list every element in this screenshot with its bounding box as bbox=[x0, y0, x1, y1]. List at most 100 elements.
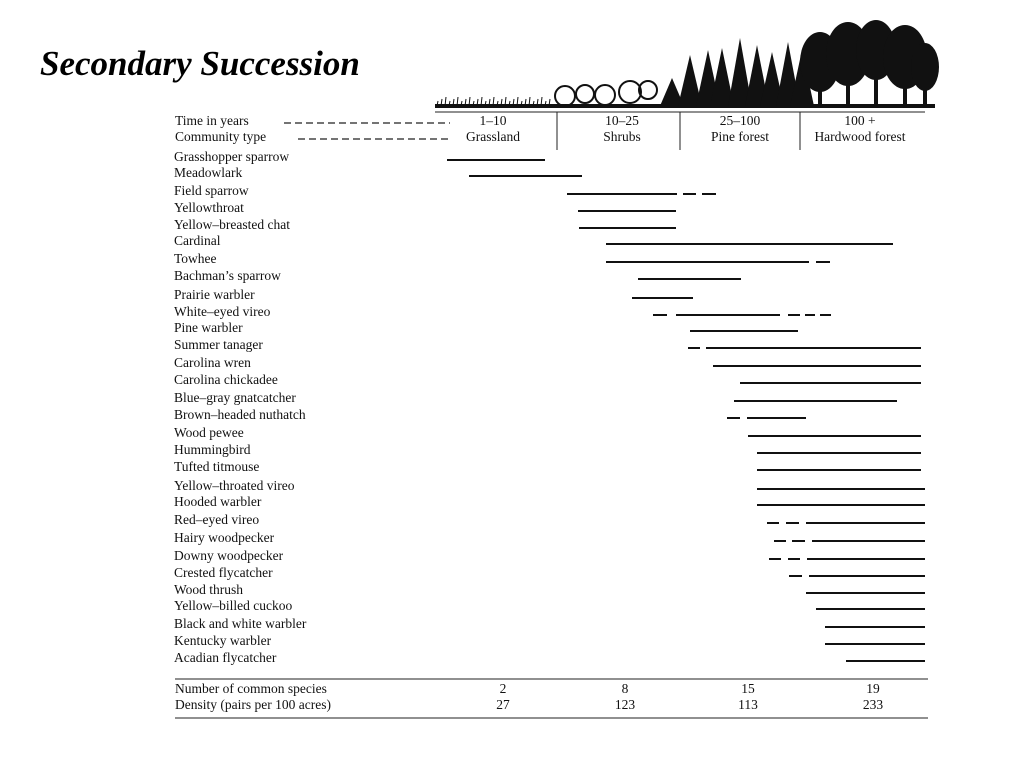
grass bbox=[544, 100, 547, 107]
species-name: Blue–gray gnatcatcher bbox=[174, 390, 296, 405]
species-name: Towhee bbox=[174, 251, 217, 266]
summary-value: 123 bbox=[615, 697, 636, 712]
grass bbox=[508, 100, 511, 107]
grass bbox=[548, 98, 551, 107]
hardwood-trunk bbox=[818, 80, 822, 106]
species-name: Wood pewee bbox=[174, 425, 244, 440]
species-name: Hummingbird bbox=[174, 442, 251, 457]
pine-tree bbox=[678, 55, 702, 106]
grass bbox=[520, 100, 523, 107]
grass bbox=[496, 100, 499, 107]
species-name: Field sparrow bbox=[174, 183, 249, 198]
hardwood-trunk bbox=[923, 85, 927, 106]
grass bbox=[532, 100, 535, 107]
pine-tree bbox=[660, 78, 684, 106]
grass bbox=[480, 96, 483, 107]
grass bbox=[528, 96, 531, 107]
grass bbox=[476, 98, 479, 107]
column-community: Shrubs bbox=[603, 129, 641, 144]
column-community: Grassland bbox=[466, 129, 520, 144]
grass bbox=[460, 100, 463, 107]
grass bbox=[468, 96, 471, 107]
slide-title: Secondary Succession bbox=[40, 44, 360, 83]
column-years: 25–100 bbox=[720, 113, 761, 128]
pine-tree bbox=[728, 38, 752, 106]
species-name: Yellow–billed cuckoo bbox=[174, 598, 292, 613]
species-name: Black and white warbler bbox=[174, 616, 307, 631]
pine-tree bbox=[760, 52, 784, 106]
grass bbox=[504, 96, 507, 107]
grass bbox=[472, 100, 475, 107]
grass bbox=[452, 98, 455, 107]
hardwood-trunk bbox=[846, 72, 850, 106]
grass bbox=[444, 96, 447, 107]
pine-tree bbox=[745, 45, 769, 106]
species-name: Tufted titmouse bbox=[174, 459, 259, 474]
summary-label: Number of common species bbox=[175, 681, 327, 696]
grass bbox=[524, 98, 527, 107]
species-name: Hairy woodpecker bbox=[174, 530, 275, 545]
summary-value: 233 bbox=[863, 697, 884, 712]
grass bbox=[512, 98, 515, 107]
forest-silhouette bbox=[435, 20, 939, 108]
species-name: Downy woodpecker bbox=[174, 548, 284, 563]
shrub bbox=[638, 80, 658, 100]
species-name: Kentucky warbler bbox=[174, 633, 272, 648]
grass bbox=[484, 100, 487, 107]
grass bbox=[492, 96, 495, 107]
hardwood-crown bbox=[911, 43, 939, 91]
community-label: Community type bbox=[175, 129, 266, 144]
species-name: Cardinal bbox=[174, 233, 221, 248]
time-label: Time in years bbox=[175, 113, 249, 128]
species-name: Red–eyed vireo bbox=[174, 512, 259, 527]
species-name: Hooded warbler bbox=[174, 494, 262, 509]
shrub bbox=[575, 84, 595, 104]
pine-tree bbox=[790, 50, 814, 106]
summary-value: 113 bbox=[738, 697, 758, 712]
hardwood-trunk bbox=[903, 75, 907, 106]
species-name: Acadian flycatcher bbox=[174, 650, 277, 665]
shrub bbox=[594, 84, 616, 106]
species-name: White–eyed vireo bbox=[174, 304, 271, 319]
species-name: Yellow–throated vireo bbox=[174, 478, 295, 493]
species-name: Carolina chickadee bbox=[174, 372, 278, 387]
grass bbox=[500, 98, 503, 107]
summary-value: 19 bbox=[866, 681, 880, 696]
species-name: Meadowlark bbox=[174, 165, 242, 180]
species-name: Yellowthroat bbox=[174, 200, 244, 215]
species-name: Carolina wren bbox=[174, 355, 251, 370]
grass bbox=[488, 98, 491, 107]
species-name: Summer tanager bbox=[174, 337, 263, 352]
summary-value: 27 bbox=[496, 697, 510, 712]
species-name: Pine warbler bbox=[174, 320, 243, 335]
grass bbox=[516, 96, 519, 107]
grass bbox=[448, 100, 451, 107]
species-name: Bachman’s sparrow bbox=[174, 268, 281, 283]
shrub bbox=[554, 85, 576, 107]
grass bbox=[436, 100, 439, 107]
column-years: 100 + bbox=[844, 113, 875, 128]
species-name: Yellow–breasted chat bbox=[174, 217, 290, 232]
column-community: Hardwood forest bbox=[814, 129, 905, 144]
species-name: Grasshopper sparrow bbox=[174, 149, 289, 164]
grass bbox=[464, 98, 467, 107]
grass bbox=[536, 98, 539, 107]
hardwood-trunk bbox=[874, 68, 878, 106]
grass bbox=[440, 98, 443, 107]
species-name: Prairie warbler bbox=[174, 287, 255, 302]
column-years: 1–10 bbox=[480, 113, 507, 128]
column-community: Pine forest bbox=[711, 129, 769, 144]
shrub bbox=[618, 80, 642, 104]
species-name: Crested flycatcher bbox=[174, 565, 273, 580]
grass bbox=[456, 96, 459, 107]
summary-value: 15 bbox=[741, 681, 755, 696]
summary-label: Density (pairs per 100 acres) bbox=[175, 697, 331, 712]
summary-value: 8 bbox=[622, 681, 629, 696]
pine-tree bbox=[710, 48, 734, 106]
species-name: Brown–headed nuthatch bbox=[174, 407, 306, 422]
grass bbox=[540, 96, 543, 107]
species-name: Wood thrush bbox=[174, 582, 243, 597]
summary-value: 2 bbox=[500, 681, 507, 696]
column-years: 10–25 bbox=[605, 113, 639, 128]
